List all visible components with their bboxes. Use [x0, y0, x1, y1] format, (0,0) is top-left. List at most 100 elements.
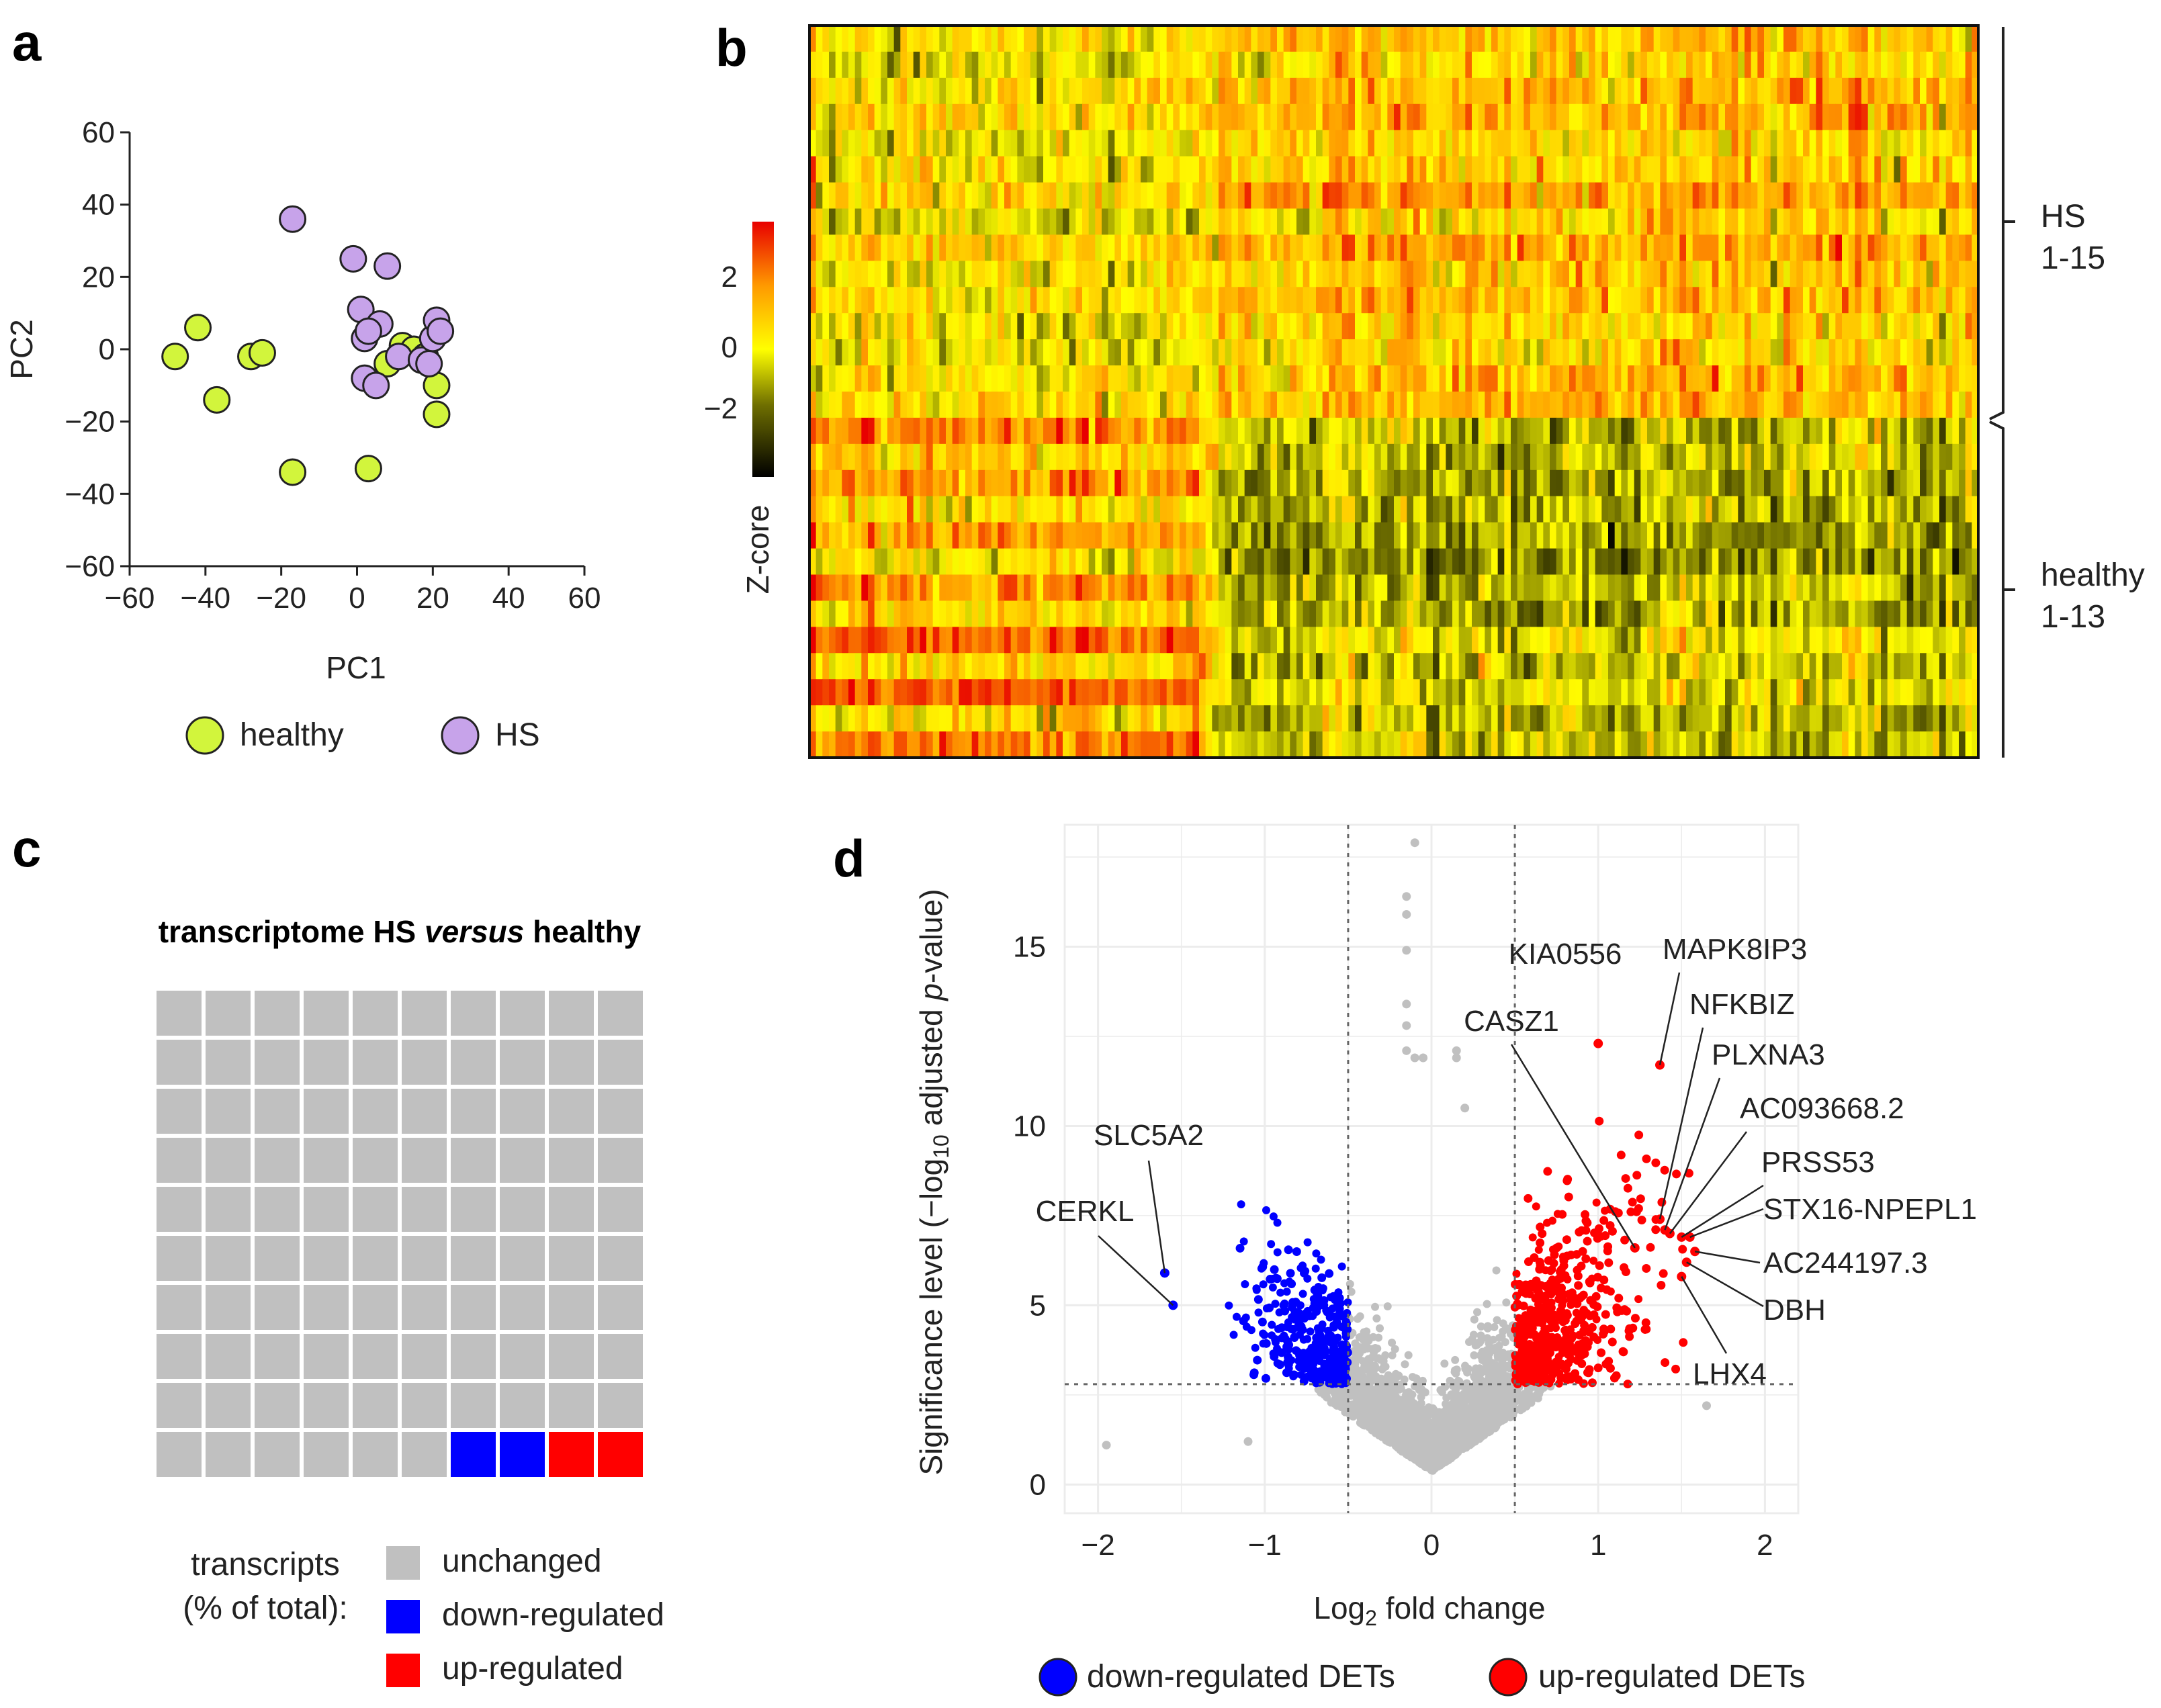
heatmap-cell [1653, 103, 1661, 131]
heatmap-cell [1783, 77, 1791, 105]
heatmap-cell [1595, 234, 1602, 261]
heatmap-cell [1679, 469, 1687, 497]
heatmap-cell [1972, 627, 1979, 654]
heatmap-cell [1524, 496, 1531, 523]
heatmap-cell [1368, 234, 1375, 261]
heatmap-cell [1809, 705, 1816, 732]
heatmap-cell [959, 600, 966, 627]
heatmap-cell [1718, 600, 1726, 627]
heatmap-cell [1621, 469, 1628, 497]
heatmap-cell [1134, 522, 1141, 549]
heatmap-cell [1764, 156, 1771, 183]
heatmap-cell [1569, 679, 1577, 706]
heatmap-cell [1400, 627, 1407, 654]
heatmap-cell [1608, 679, 1616, 706]
heatmap-cell [1530, 548, 1538, 576]
heatmap-cell [1141, 182, 1148, 210]
heatmap-cell [1102, 627, 1109, 654]
heatmap-cell [1446, 496, 1453, 523]
heatmap-cell [854, 287, 862, 314]
heatmap-cell [854, 208, 862, 236]
heatmap-cell [1238, 103, 1245, 131]
heatmap-cell [1686, 653, 1693, 680]
heatmap-cell [1433, 26, 1440, 52]
heatmap-cell [1069, 443, 1076, 471]
heatmap-cell [1692, 365, 1700, 392]
heatmap-cell [1219, 51, 1226, 79]
heatmap-cell [1465, 156, 1472, 183]
heatmap-cell [1355, 600, 1362, 627]
heatmap-cell [1153, 261, 1161, 287]
heatmap-cell [1504, 51, 1511, 79]
heatmap-cell [1582, 339, 1589, 366]
heatmap-cell [1063, 574, 1070, 602]
heatmap-cell [1543, 26, 1550, 52]
heatmap-cell [1458, 627, 1466, 654]
heatmap-cell [1894, 365, 1901, 392]
heatmap-cell [1251, 261, 1258, 287]
heatmap-cell [1550, 574, 1557, 602]
heatmap-cell [1706, 103, 1713, 131]
heatmap-cell [1348, 26, 1356, 52]
heatmap-cell [1491, 705, 1499, 732]
heatmap-cell [1024, 600, 1031, 627]
heatmap-cell [1043, 600, 1051, 627]
heatmap-cell [1102, 26, 1109, 52]
heatmap-cell [1413, 130, 1421, 157]
heatmap-cell [1004, 705, 1012, 732]
heatmap-cell [1965, 130, 1972, 157]
heatmap-cell [1647, 261, 1655, 287]
heatmap-cell [1530, 339, 1538, 366]
heatmap-cell [1543, 51, 1550, 79]
heatmap-cell [978, 627, 985, 654]
heatmap-cell [939, 261, 946, 287]
heatmap-cell [1199, 653, 1206, 680]
heatmap-cell [854, 365, 862, 392]
heatmap-cell [952, 443, 959, 471]
heatmap-cell [1601, 574, 1609, 602]
heatmap-cell [907, 392, 914, 418]
heatmap-cell [1945, 627, 1953, 654]
heatmap-cell [1556, 130, 1563, 157]
heatmap-cell [985, 287, 992, 314]
heatmap-cell [1562, 365, 1570, 392]
heatmap-cell [1874, 417, 1882, 445]
heatmap-cell [1335, 627, 1343, 654]
heatmap-cell [1114, 156, 1122, 183]
heatmap-cell [1407, 705, 1414, 732]
heatmap-cell [1945, 522, 1953, 549]
heatmap-cell [1725, 130, 1732, 157]
heatmap-cell [1465, 365, 1472, 392]
heatmap-cell [1712, 103, 1719, 131]
heatmap-cell [1686, 574, 1693, 602]
heatmap-cell [1861, 574, 1869, 602]
heatmap-cell [1731, 339, 1738, 366]
heatmap-cell [815, 627, 823, 654]
heatmap-cell [1822, 627, 1830, 654]
heatmap-cell [1816, 365, 1823, 392]
heatmap-cell [822, 208, 830, 236]
heatmap-cell [1095, 469, 1102, 497]
heatmap-cell [978, 496, 985, 523]
heatmap-cell [1497, 627, 1505, 654]
heatmap-cell [932, 365, 940, 392]
heatmap-cell [1205, 287, 1212, 314]
heatmap-cell [1082, 600, 1090, 627]
heatmap-cell [1166, 392, 1174, 418]
heatmap-cell [1355, 574, 1362, 602]
heatmap-cell [1595, 705, 1602, 732]
heatmap-cell [920, 653, 927, 680]
heatmap-cell [1562, 469, 1570, 497]
heatmap-cell [1906, 627, 1914, 654]
heatmap-cell [1783, 679, 1791, 706]
heatmap-cell [1757, 26, 1765, 52]
heatmap-cell [1355, 392, 1362, 418]
heatmap-cell [1270, 469, 1278, 497]
heatmap-cell [815, 653, 823, 680]
heatmap-cell [1842, 103, 1849, 131]
heatmap-cell [1816, 469, 1823, 497]
heatmap-cell [1556, 679, 1563, 706]
heatmap-cell [1380, 208, 1388, 236]
heatmap-cell [1485, 365, 1492, 392]
heatmap-cell [1075, 600, 1083, 627]
